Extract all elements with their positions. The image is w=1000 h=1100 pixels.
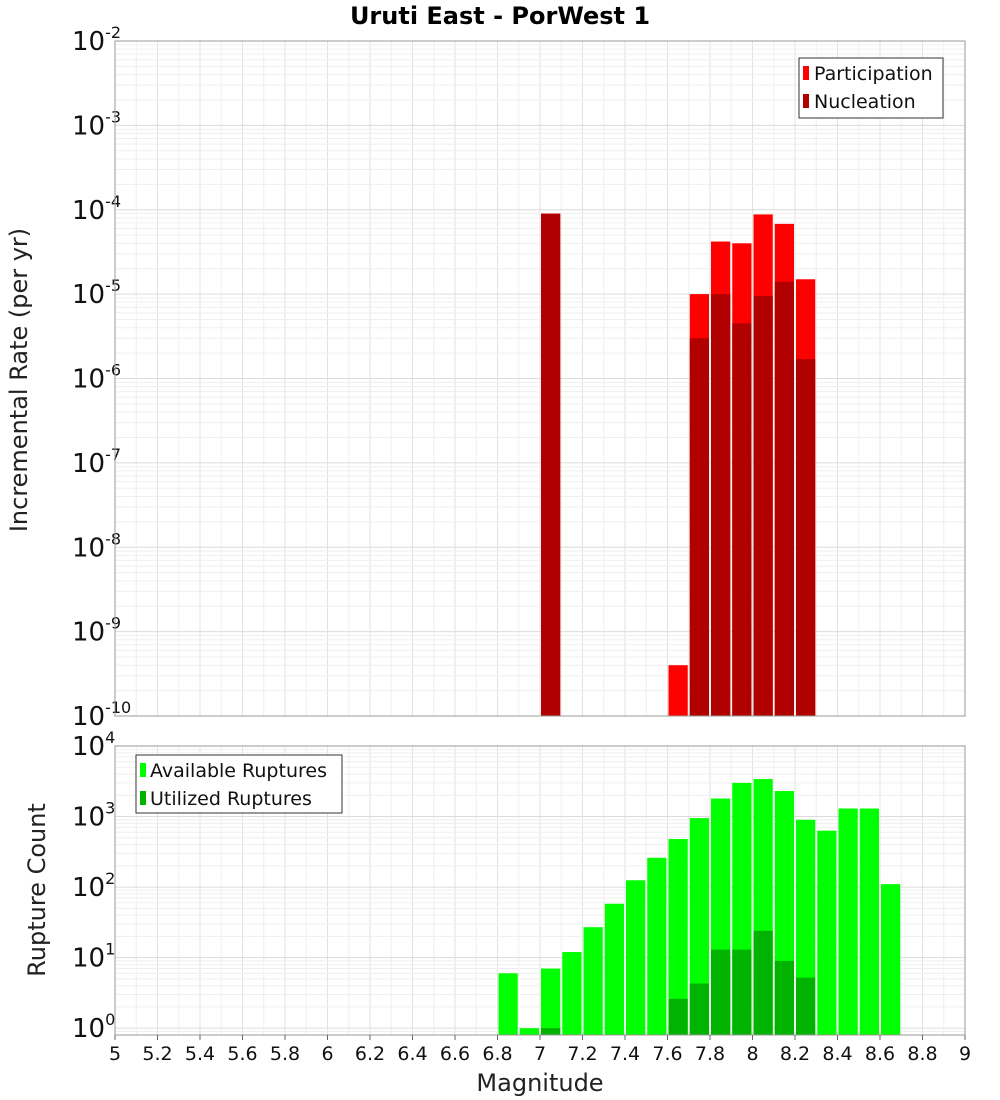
bottom-panel: 104 103 102 101 100 Rupture Count Available … bbox=[23, 728, 966, 1044]
x-axis-label: Magnitude bbox=[476, 1069, 603, 1097]
bottom-bar-available-ruptures bbox=[626, 880, 646, 1035]
bottom-bar-available-ruptures bbox=[583, 927, 603, 1035]
x-tick-label: 8.2 bbox=[780, 1043, 810, 1065]
top-bar-nucleation bbox=[796, 359, 816, 716]
top-grid bbox=[114, 40, 966, 717]
bottom-bar-available-ruptures bbox=[859, 808, 879, 1035]
x-tick-label: 5.4 bbox=[185, 1043, 215, 1065]
x-tick-label: 7 bbox=[534, 1043, 546, 1065]
y-tick-label: 101 bbox=[72, 940, 115, 974]
bottom-bar-utilized-ruptures bbox=[774, 960, 794, 1035]
x-tick-label: 6 bbox=[321, 1043, 333, 1065]
x-tick-label: 6.8 bbox=[482, 1043, 512, 1065]
y-tick-label: 10-9 bbox=[72, 614, 121, 648]
x-tick-label: 5 bbox=[109, 1043, 121, 1065]
bottom-y-axis-label: Rupture Count bbox=[23, 803, 51, 977]
x-tick-label: 8 bbox=[746, 1043, 758, 1065]
x-tick-label: 5.6 bbox=[227, 1043, 257, 1065]
bottom-bar-available-ruptures bbox=[562, 952, 582, 1035]
top-bar-nucleation bbox=[541, 213, 561, 717]
legend-swatch-nucleation bbox=[803, 94, 809, 108]
legend-swatch-available bbox=[140, 763, 146, 777]
bottom-bar-utilized-ruptures bbox=[711, 949, 731, 1035]
y-tick-label: 10-4 bbox=[72, 192, 121, 226]
y-tick-label: 10-10 bbox=[72, 698, 131, 732]
bottom-bar-available-ruptures bbox=[838, 808, 858, 1035]
x-tick-label: 7.8 bbox=[695, 1043, 725, 1065]
x-ticks: 5 5.2 5.4 5.6 5.8 6 6.2 6.4 6.6 6.8 7 7.2 7.4 7.6 7.8 8… bbox=[109, 1035, 971, 1065]
legend-swatch-utilized bbox=[140, 791, 146, 805]
top-plot-border bbox=[114, 40, 966, 717]
x-tick-label: 7.2 bbox=[567, 1043, 597, 1065]
y-tick-label: 10-6 bbox=[72, 361, 121, 395]
legend-label-utilized: Utilized Ruptures bbox=[150, 788, 312, 810]
bottom-bar-utilized-ruptures bbox=[753, 930, 773, 1035]
bottom-bar-available-ruptures bbox=[668, 839, 688, 1035]
bottom-bar-available-ruptures bbox=[817, 830, 837, 1035]
bottom-y-ticks: 104 103 102 101 100 bbox=[72, 728, 115, 1044]
x-tick-label: 8.8 bbox=[907, 1043, 937, 1065]
legend-swatch-participation bbox=[803, 66, 809, 80]
top-bar-nucleation bbox=[753, 296, 773, 716]
top-bar-nucleation bbox=[774, 281, 794, 716]
bottom-legend-box bbox=[135, 754, 343, 814]
x-tick-label: 5.2 bbox=[142, 1043, 172, 1065]
y-tick-label: 104 bbox=[72, 728, 115, 762]
x-tick-label: 9 bbox=[959, 1043, 971, 1065]
legend-label-participation: Participation bbox=[814, 63, 933, 85]
x-tick-label: 5.8 bbox=[270, 1043, 300, 1065]
y-tick-label: 102 bbox=[72, 869, 115, 903]
y-tick-label: 10-3 bbox=[72, 107, 121, 141]
bottom-bar-utilized-ruptures bbox=[796, 977, 816, 1035]
bottom-bars bbox=[498, 779, 901, 1035]
top-legend: Participation Nucleation bbox=[798, 57, 944, 119]
top-bar-nucleation bbox=[711, 294, 731, 716]
top-bar-nucleation bbox=[732, 323, 752, 716]
bottom-bar-available-ruptures bbox=[881, 884, 901, 1035]
top-bar-participation bbox=[668, 665, 688, 716]
top-panel: 10-2 10-3 10-4 10-5 10-6 10-7 10-8 10-9 10-10 In… bbox=[5, 23, 966, 732]
top-y-axis-label: Incremental Rate (per yr) bbox=[5, 228, 33, 532]
bottom-bar-available-ruptures bbox=[498, 973, 518, 1035]
x-tick-label: 8.4 bbox=[822, 1043, 852, 1065]
top-legend-box bbox=[798, 57, 944, 119]
y-tick-label: 10-2 bbox=[72, 23, 121, 57]
top-bar-nucleation bbox=[689, 338, 709, 716]
x-tick-label: 7.6 bbox=[652, 1043, 682, 1065]
y-tick-label: 10-7 bbox=[72, 445, 121, 479]
x-tick-label: 8.6 bbox=[865, 1043, 895, 1065]
x-tick-label: 6.4 bbox=[397, 1043, 427, 1065]
bottom-bar-utilized-ruptures bbox=[668, 998, 688, 1035]
y-tick-label: 100 bbox=[72, 1010, 115, 1044]
x-tick-label: 6.6 bbox=[440, 1043, 470, 1065]
legend-label-nucleation: Nucleation bbox=[814, 91, 916, 113]
bottom-bar-available-ruptures bbox=[541, 968, 561, 1035]
bottom-bar-available-ruptures bbox=[689, 818, 709, 1035]
bottom-bar-available-ruptures bbox=[604, 903, 624, 1035]
y-tick-label: 103 bbox=[72, 799, 115, 833]
bottom-bar-utilized-ruptures bbox=[732, 949, 752, 1035]
top-y-ticks: 10-2 10-3 10-4 10-5 10-6 10-7 10-8 10-9 10-10 bbox=[72, 23, 131, 732]
y-tick-label: 10-8 bbox=[72, 529, 121, 563]
bottom-bar-available-ruptures bbox=[519, 1028, 539, 1035]
bottom-bar-available-ruptures bbox=[647, 857, 667, 1035]
bottom-bar-utilized-ruptures bbox=[541, 1028, 561, 1035]
bottom-legend: Available Ruptures Utilized Ruptures bbox=[135, 754, 343, 814]
legend-label-available: Available Ruptures bbox=[150, 760, 327, 782]
y-tick-label: 10-5 bbox=[72, 276, 121, 310]
chart-title: Uruti East - PorWest 1 bbox=[350, 2, 650, 30]
x-tick-label: 7.4 bbox=[610, 1043, 640, 1065]
top-bars bbox=[541, 213, 816, 717]
bottom-bar-utilized-ruptures bbox=[689, 983, 709, 1035]
x-tick-label: 6.2 bbox=[355, 1043, 385, 1065]
